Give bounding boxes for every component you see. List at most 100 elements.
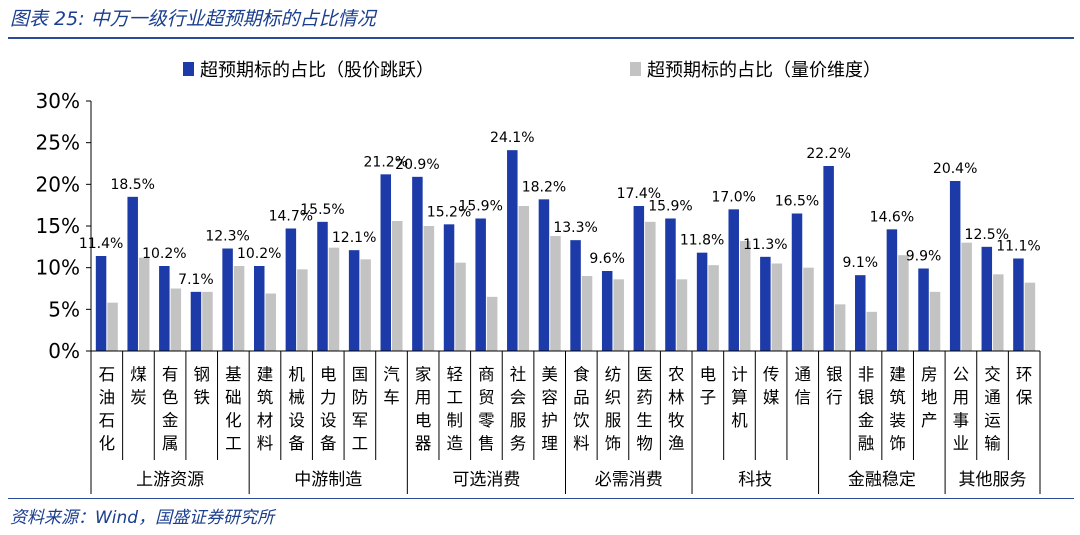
data-label: 9.6% [589,251,625,267]
data-label: 15.5% [300,202,344,218]
data-label: 12.3% [205,229,249,245]
category-label: 基础化工 [225,365,242,453]
data-label: 18.5% [110,177,154,193]
bar-series1 [95,256,107,351]
bar-series2 [708,265,719,351]
legend-label-2: 超预期标的占比（量价维度） [647,60,881,81]
category-label: 通信 [795,365,812,407]
y-tick-label: 25% [36,131,80,155]
bar-series1 [253,266,265,351]
bar-series2 [613,279,624,351]
category-label: 商贸零售 [478,365,495,453]
bar-series1 [665,218,676,351]
data-label: 20.9% [395,157,439,173]
category-label: 有色金属 [162,365,179,453]
legend-swatch-2 [630,62,641,76]
bar-series1 [443,224,455,351]
category-label: 食品饮料 [573,365,590,453]
bar-series2 [898,255,909,351]
category-label: 钢铁 [193,365,210,407]
data-label: 20.4% [933,161,977,177]
bars [95,150,1036,351]
bar-series1 [190,291,202,351]
bar-series1 [949,181,961,351]
bar-series2 [961,242,972,351]
category-label: 传媒 [763,365,780,407]
bar-series1 [412,176,423,351]
bar-series2 [392,221,403,351]
bar-series2 [297,269,308,351]
data-label: 15.9% [458,199,502,215]
category-label: 轻工制造 [447,365,464,453]
bar-series1 [791,213,803,351]
bar-series2 [929,291,941,351]
category-label: 纺织服饰 [605,365,622,453]
group-label: 上游资源 [136,470,204,490]
y-tick-label: 20% [36,172,80,196]
bar-series1 [633,206,645,351]
category-label: 公用事业 [953,365,970,453]
data-label: 15.2% [427,204,471,220]
category-label: 医药生物 [636,365,653,453]
bar-series1 [570,240,581,351]
bar-series2 [328,247,340,351]
category-label: 农林牧渔 [668,365,685,453]
category-label: 煤炭 [130,365,147,407]
data-label: 14.6% [870,209,914,225]
bar-series1 [823,166,834,351]
bar-series1 [601,271,613,351]
bar-series2 [739,241,751,351]
title-underline [8,37,1074,39]
group-label: 可选消费 [452,470,520,490]
bar-series1 [981,246,993,351]
category-label: 计算机 [731,365,748,430]
bar-series1 [760,256,771,351]
bar-series1 [1013,258,1024,351]
bar-series2 [360,259,371,351]
bar-series1 [127,196,138,351]
bar-series1 [159,266,170,351]
data-label: 17.0% [711,189,755,205]
bar-series2 [771,263,783,351]
data-label: 12.1% [332,230,376,246]
bar-series2 [866,311,878,351]
data-label: 17.4% [617,186,661,202]
data-label: 10.2% [237,246,281,262]
category-label: 家用电器 [415,365,432,453]
group-label: 金融稳定 [848,470,916,490]
data-label: 11.8% [680,233,724,249]
category-label: 社会服务 [510,365,527,453]
data-label: 11.3% [743,237,787,253]
bar-series1 [285,228,297,351]
bar-series1 [222,248,233,351]
bar-series1 [475,218,486,351]
bar-series2 [138,257,150,351]
data-label: 10.2% [142,246,186,262]
y-tick-label: 10% [36,256,80,280]
category-label: 国防军工 [352,365,369,453]
bar-series1 [317,221,328,351]
bar-series1 [538,199,550,351]
group-label: 其他服务 [959,470,1027,490]
data-label: 11.4% [79,236,123,252]
data-label: 15.9% [648,199,692,215]
bar-series2 [645,221,656,351]
y-tick-label: 5% [48,297,80,321]
data-label: 9.1% [842,255,878,271]
bar-series2 [455,262,466,351]
category-label: 非银金融 [858,365,875,453]
group-label: 必需消费 [595,470,663,490]
bar-series2 [233,266,245,351]
y-tick-label: 15% [36,214,80,238]
bar-series1 [855,275,866,351]
bar-series2 [170,288,182,351]
category-label: 美容护理 [541,365,558,453]
category-label: 汽车 [383,365,400,407]
category-label: 房地产 [921,365,938,430]
data-label: 9.9% [906,249,942,265]
category-label: 银行 [826,365,843,407]
bar-series1 [348,250,360,351]
category-label: 交通运输 [984,365,1001,453]
bar-series2 [834,304,846,351]
